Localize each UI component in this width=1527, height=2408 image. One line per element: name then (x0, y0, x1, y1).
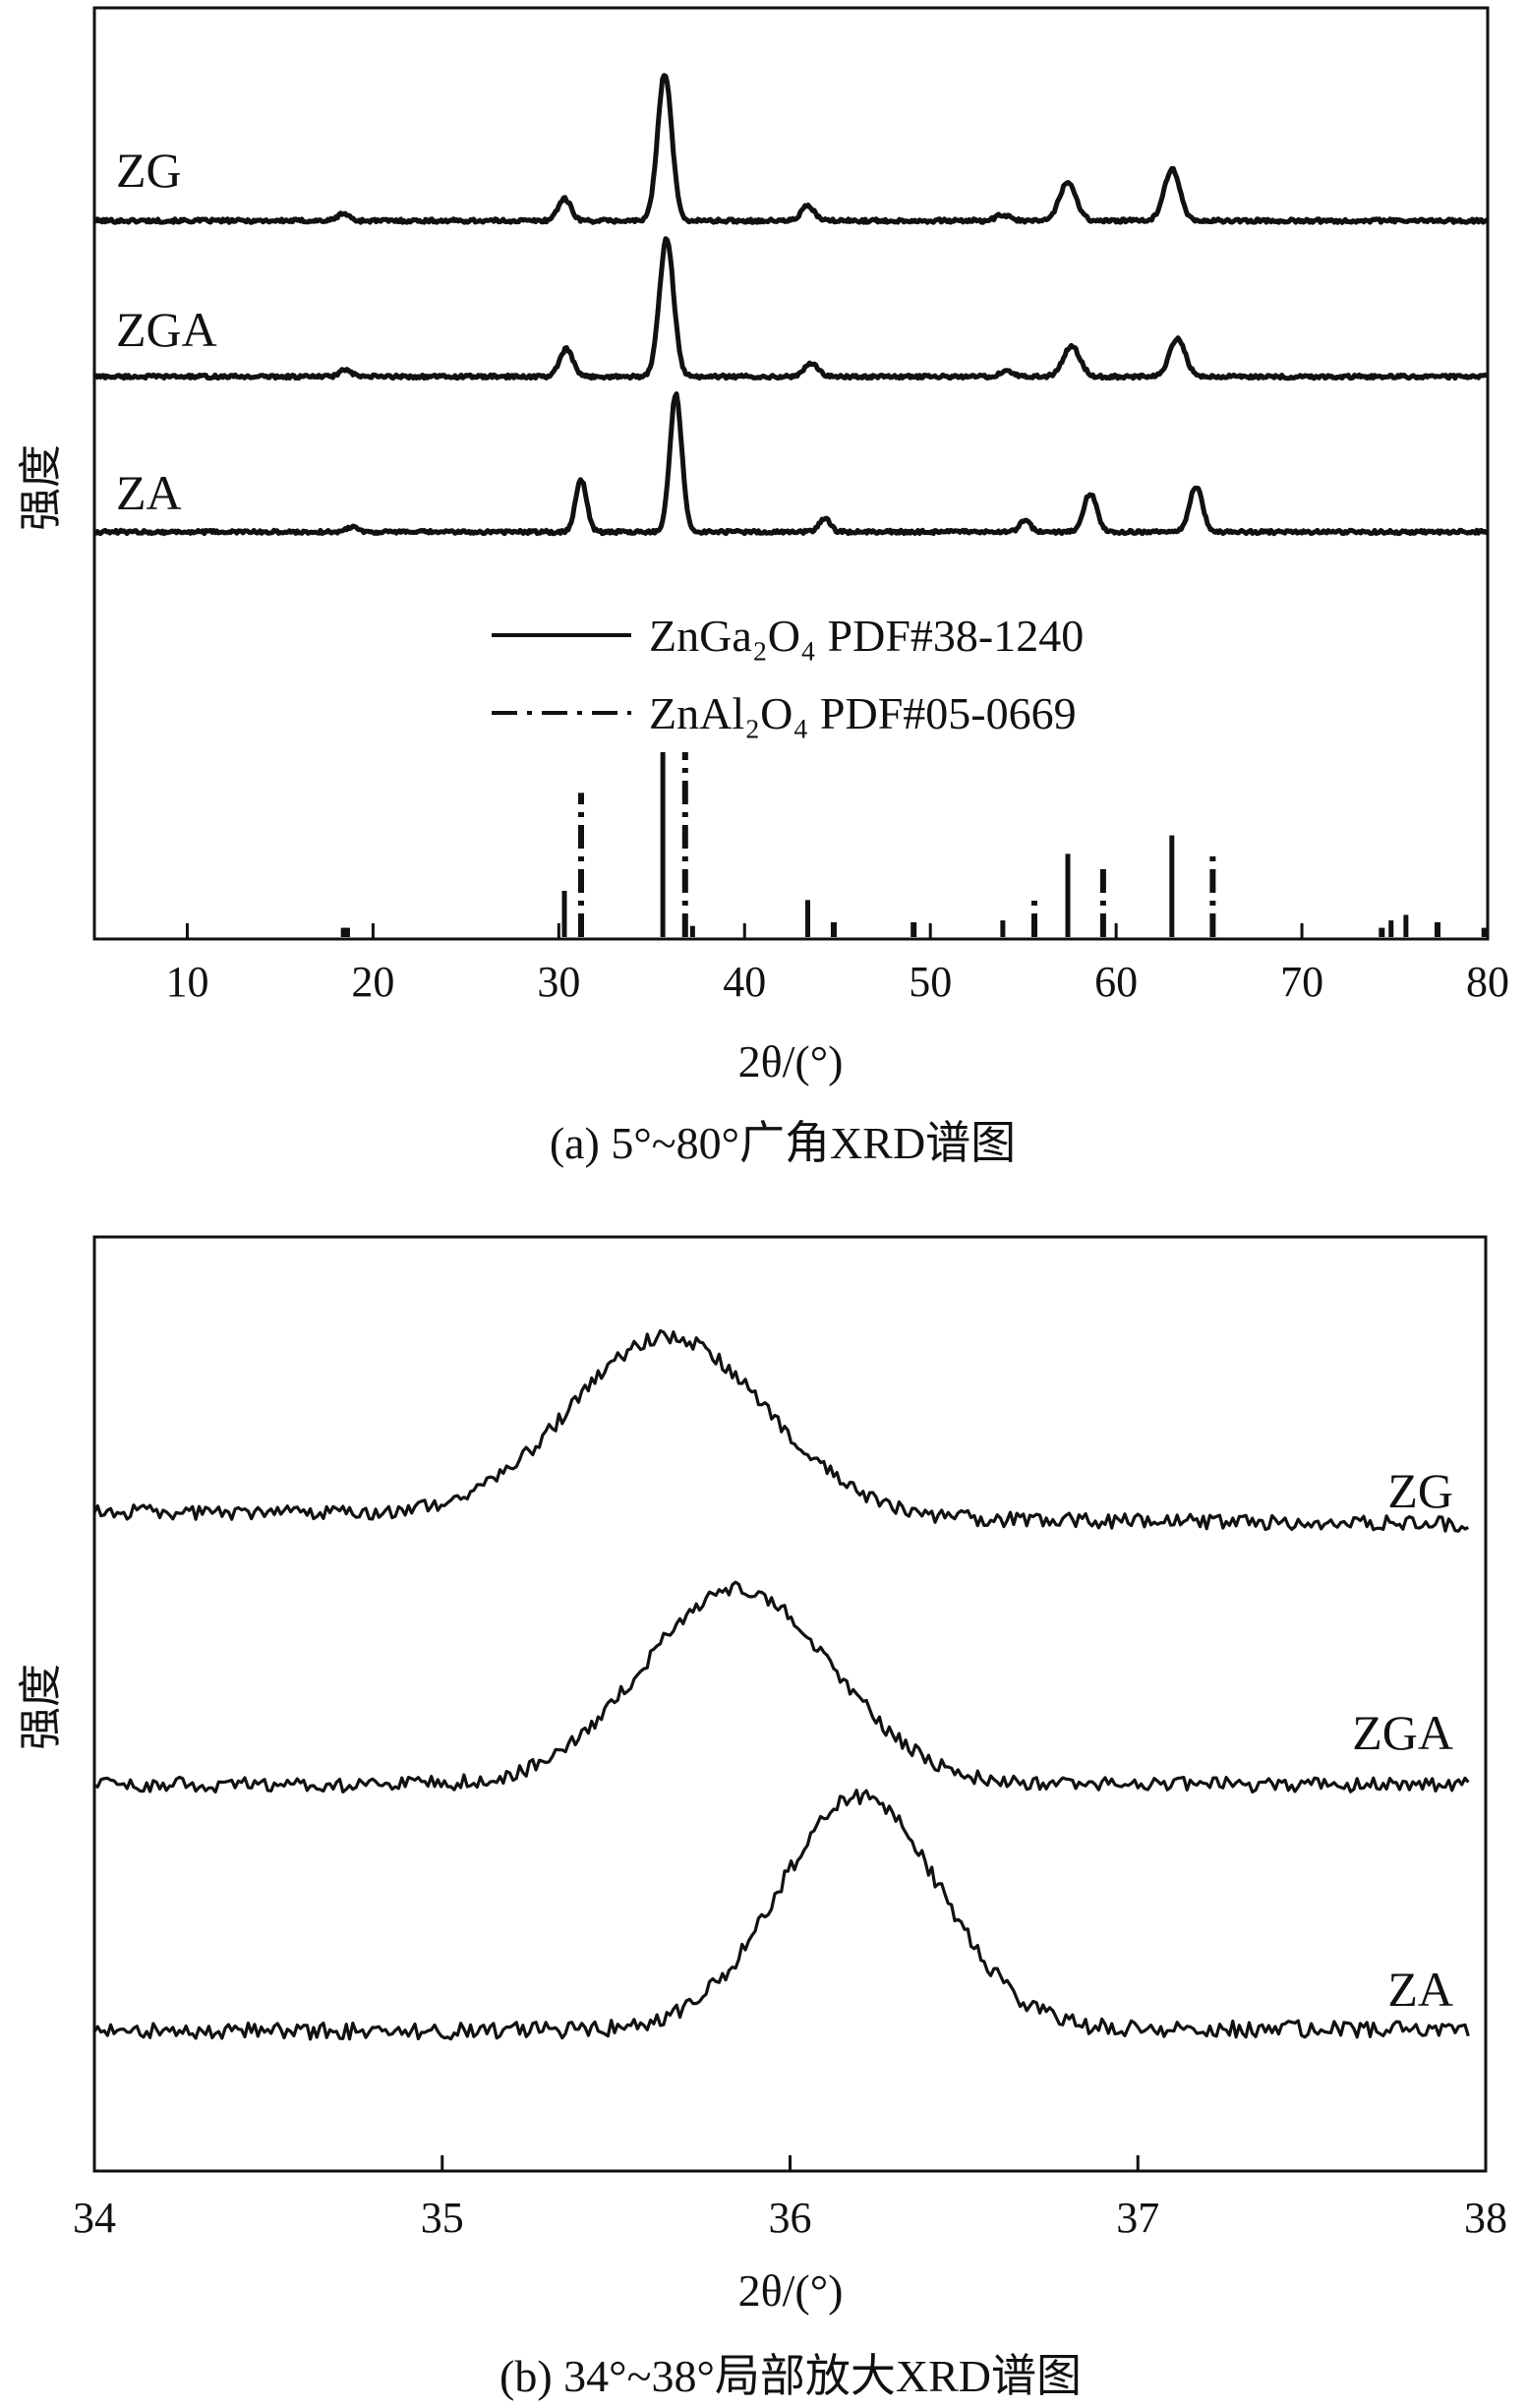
series-traces-a (92, 73, 1490, 537)
series-line-zg-a (93, 73, 1490, 225)
x-tick-label-b-35: 35 (421, 2194, 464, 2242)
x-tick-label-b-34: 34 (73, 2194, 116, 2242)
x-axis-label-a: 2θ/(°) (738, 1036, 844, 1087)
x-axis-ticks-a: 10 20 30 40 50 60 70 80 (165, 923, 1509, 1006)
x-tick-label-a-60: 60 (1094, 958, 1138, 1006)
legend-a: ZnGa₂O₄ PDF#38-1240 ZnAl₂O₄ PDF#05-0669 (492, 611, 1084, 738)
series-line-zga-a (92, 236, 1489, 382)
series-label-zg-a: ZG (116, 143, 182, 198)
panel-b: 34 35 36 37 38 ZG ZGA ZA 强度 2θ/(°) (b) 34°~3… (16, 1235, 1507, 2401)
legend-label-znal2o4: ZnAl₂O₄ PDF#05-0669 (649, 688, 1077, 738)
panel-a: 10 20 30 40 50 60 70 80 ZG ZGA ZA ZnGa₂O₄ PDF#3… (16, 6, 1509, 1168)
x-tick-label-b-38: 38 (1464, 2194, 1507, 2242)
series-label-za-a: ZA (116, 465, 182, 520)
x-tick-label-a-10: 10 (165, 958, 208, 1006)
series-label-zg-b: ZG (1387, 1463, 1453, 1518)
series-label-zga-b: ZGA (1352, 1705, 1453, 1760)
x-tick-label-a-30: 30 (537, 958, 580, 1006)
series-label-zga-a: ZGA (116, 302, 217, 357)
plot-frame-a (92, 6, 1490, 941)
x-tick-label-b-37: 37 (1116, 2194, 1159, 2242)
x-tick-label-a-40: 40 (723, 958, 766, 1006)
series-line-za-a (93, 391, 1490, 537)
x-tick-label-a-20: 20 (351, 958, 394, 1006)
series-line-zga-b (93, 1580, 1470, 1794)
x-axis-ticks-b: 34 35 36 37 38 (73, 2155, 1507, 2242)
caption-b: (b) 34°~38°局部放大XRD谱图 (499, 2351, 1082, 2401)
caption-a: (a) 5°~80°广角XRD谱图 (550, 1118, 1016, 1168)
reference-sticks-a (340, 752, 1487, 937)
y-axis-label-a: 强度 (16, 444, 66, 531)
x-tick-label-b-36: 36 (769, 2194, 812, 2242)
series-line-za-b (92, 1789, 1470, 2041)
x-tick-label-a-70: 70 (1280, 958, 1323, 1006)
x-tick-label-a-80: 80 (1466, 958, 1509, 1006)
legend-label-znga2o4: ZnGa₂O₄ PDF#38-1240 (649, 611, 1084, 661)
x-axis-label-b: 2θ/(°) (738, 2265, 844, 2316)
x-tick-label-a-50: 50 (909, 958, 952, 1006)
series-traces-b (92, 1328, 1470, 2041)
series-line-zg-b (92, 1328, 1469, 1533)
y-axis-label-b: 强度 (16, 1664, 66, 1750)
series-label-za-b: ZA (1387, 1962, 1453, 2017)
